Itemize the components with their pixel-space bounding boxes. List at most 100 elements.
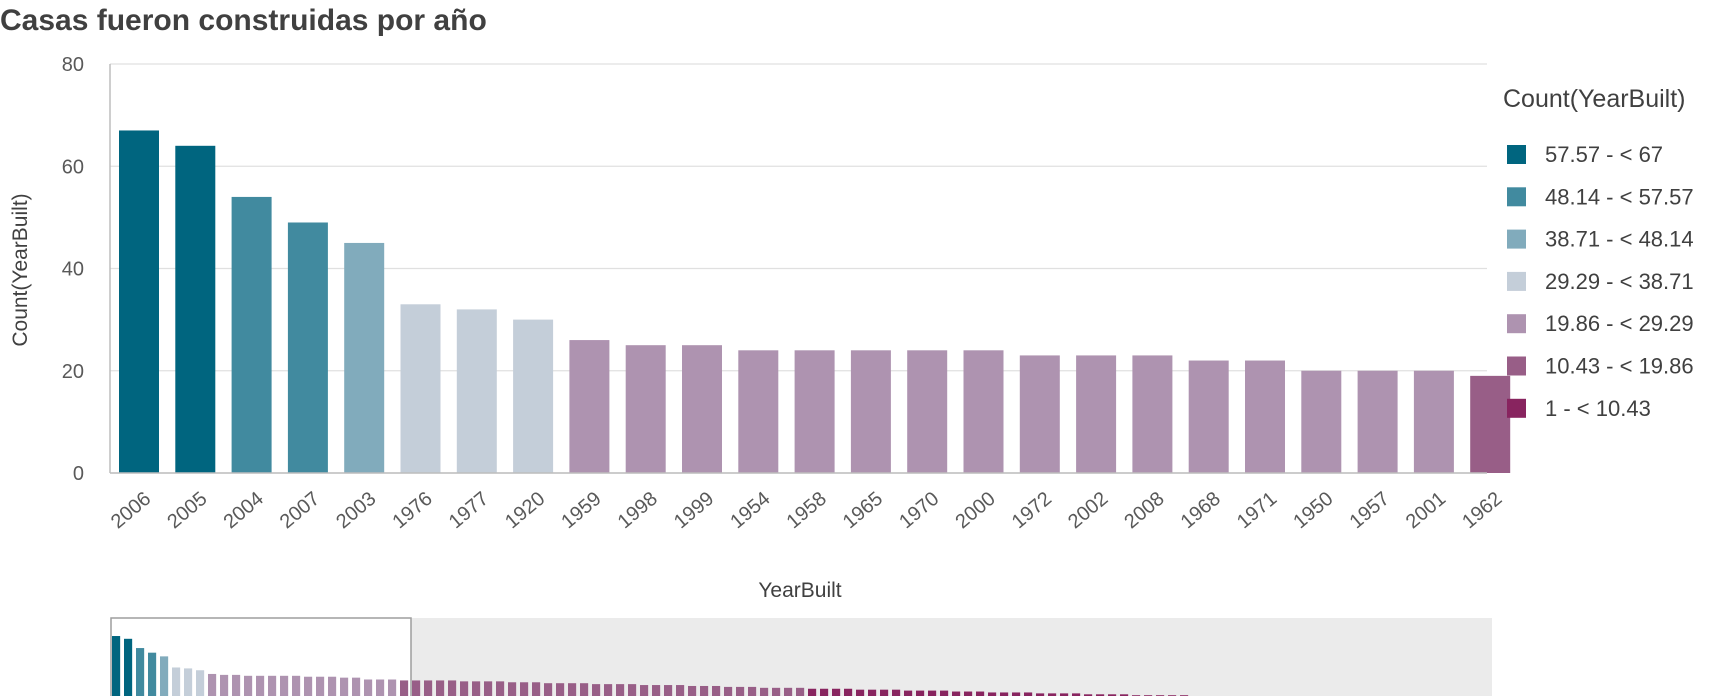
overview-bar: [964, 691, 973, 696]
bar-1959[interactable]: [569, 340, 610, 473]
x-tick-label: 1958: [783, 488, 831, 533]
overview-bar: [1012, 692, 1021, 696]
x-tick-label: 1976: [388, 488, 436, 533]
overview-bar: [868, 689, 877, 696]
overview-bar: [544, 683, 553, 696]
x-tick-label: 1954: [726, 488, 774, 533]
legend-swatch: [1507, 145, 1526, 164]
x-tick-label: 2006: [107, 488, 155, 533]
bar-1950[interactable]: [1301, 370, 1342, 473]
bar-1998[interactable]: [625, 345, 666, 473]
overview-bar: [892, 689, 901, 696]
overview-bar: [592, 684, 601, 696]
bar-2005[interactable]: [175, 145, 216, 474]
bar-2008[interactable]: [1132, 355, 1173, 473]
overview-bar: [136, 648, 145, 696]
bar-1972[interactable]: [1019, 355, 1060, 473]
x-tick-label: 1998: [614, 488, 662, 533]
x-tick-label: 2008: [1120, 488, 1168, 533]
bar-2004[interactable]: [231, 196, 272, 474]
overview-bar: [364, 679, 373, 696]
overview-bar: [220, 674, 229, 696]
overview-bar: [556, 683, 565, 696]
overview-bar: [1108, 694, 1117, 696]
overview-bar: [628, 684, 637, 696]
overview-bar: [640, 685, 649, 696]
x-tick-label: 1965: [839, 488, 887, 533]
chart-title: Casas fueron construidas por año: [0, 4, 487, 37]
bar-1965[interactable]: [850, 350, 891, 473]
bar-2003[interactable]: [344, 242, 385, 473]
overview-bar: [280, 675, 289, 696]
legend: Count(YearBuilt) 57.57 - < 67 48.14 - < 5…: [1503, 85, 1694, 421]
overview-bar: [208, 673, 217, 696]
overview-bar: [508, 682, 517, 696]
bar-1954[interactable]: [738, 350, 779, 473]
bar-1976[interactable]: [400, 304, 441, 473]
overview-bar: [736, 686, 745, 696]
overview-scrollbar[interactable]: [110, 617, 1492, 696]
bar-2006[interactable]: [119, 130, 159, 473]
overview-bar: [1000, 692, 1009, 696]
overview-bar: [748, 686, 757, 696]
legend-swatch: [1507, 187, 1526, 207]
bar-1962[interactable]: [1470, 375, 1511, 473]
overview-bar: [796, 687, 805, 696]
overview-bar: [616, 684, 625, 696]
overview-bar: [1036, 693, 1045, 696]
overview-bar: [772, 687, 781, 696]
x-tick-label: 1970: [895, 488, 943, 533]
x-tick-label: 1972: [1008, 488, 1056, 533]
overview-bar: [532, 682, 541, 696]
y-tick-label: 80: [62, 54, 84, 76]
overview-bar: [160, 656, 169, 696]
overview-bar: [724, 686, 733, 696]
overview-bar: [460, 681, 469, 696]
y-tick-label: 0: [73, 463, 84, 485]
overview-bar: [676, 685, 685, 696]
overview-bar: [844, 688, 853, 696]
overview-bar: [184, 668, 193, 696]
y-tick-label: 40: [62, 259, 84, 281]
x-tick-label: 1971: [1233, 488, 1281, 533]
overview-bar: [1120, 694, 1129, 696]
bar-1977[interactable]: [456, 309, 497, 473]
legend-item-label: 57.57 - < 67: [1545, 142, 1663, 167]
y-tick-label: 20: [62, 361, 84, 383]
overview-bar: [976, 691, 985, 696]
overview-bar: [328, 676, 337, 696]
overview-bar: [436, 680, 445, 696]
x-tick-label: 2004: [220, 488, 268, 533]
bar-1999[interactable]: [682, 345, 722, 473]
bar-2007[interactable]: [287, 222, 328, 473]
legend-swatch: [1507, 356, 1526, 376]
bar-2000[interactable]: [963, 350, 1004, 473]
x-tick-label: 2001: [1402, 488, 1450, 533]
x-tick-label: 1968: [1177, 488, 1225, 533]
legend-swatch: [1507, 229, 1526, 249]
legend-swatch: [1507, 398, 1526, 418]
bars: [119, 130, 1511, 474]
overview-bar: [304, 676, 313, 696]
bar-1958[interactable]: [794, 350, 835, 473]
bar-1957[interactable]: [1357, 370, 1398, 473]
bar-1970[interactable]: [907, 350, 948, 473]
legend-item-label: 19.86 - < 29.29: [1545, 311, 1694, 336]
overview-bar: [256, 675, 265, 696]
x-tick-label: 1977: [445, 488, 493, 533]
overview-bar: [124, 638, 133, 696]
bar-1968[interactable]: [1188, 360, 1229, 473]
overview-bar: [904, 690, 913, 696]
bar-1920[interactable]: [513, 319, 554, 473]
overview-bar: [172, 667, 181, 696]
overview-bar: [232, 674, 241, 696]
overview-bar: [808, 688, 817, 696]
overview-bar: [376, 679, 385, 696]
bar-1971[interactable]: [1245, 360, 1285, 473]
y-axis-label: Count(YearBuilt): [9, 193, 32, 346]
bar-2002[interactable]: [1076, 355, 1117, 473]
overview-bar: [1084, 694, 1093, 696]
bar-2001[interactable]: [1413, 370, 1454, 473]
overview-bar: [928, 690, 937, 696]
